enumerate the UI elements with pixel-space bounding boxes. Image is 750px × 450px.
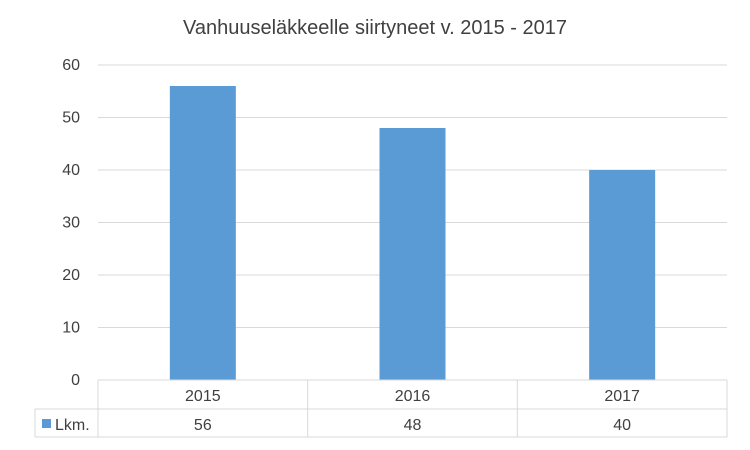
data-value-cell: 40 xyxy=(613,417,631,434)
data-value-cell: 56 xyxy=(194,417,212,434)
series-name: Lkm. xyxy=(55,417,90,434)
category-label: 2015 xyxy=(185,388,221,405)
category-label: 2017 xyxy=(604,388,640,405)
chart-title: Vanhuuseläkkeelle siirtyneet v. 2015 - 2… xyxy=(183,17,567,39)
y-tick-label: 40 xyxy=(62,162,80,179)
y-tick-label: 10 xyxy=(62,320,80,337)
y-tick-label: 60 xyxy=(62,57,80,74)
category-label: 2016 xyxy=(395,388,431,405)
bars xyxy=(169,86,656,380)
bar xyxy=(169,86,236,380)
data-value-cell: 48 xyxy=(404,417,422,434)
legend-key xyxy=(42,419,51,428)
bar xyxy=(379,128,446,380)
y-tick-label: 0 xyxy=(71,372,80,389)
data-table: 2015 2016 2017 Lkm. 56 48 40 xyxy=(34,379,728,438)
y-axis-ticks: 0 10 20 30 40 50 60 xyxy=(62,57,80,389)
y-tick-label: 30 xyxy=(62,215,80,232)
y-tick-label: 50 xyxy=(62,110,80,127)
bar xyxy=(589,170,656,380)
y-tick-label: 20 xyxy=(62,267,80,284)
